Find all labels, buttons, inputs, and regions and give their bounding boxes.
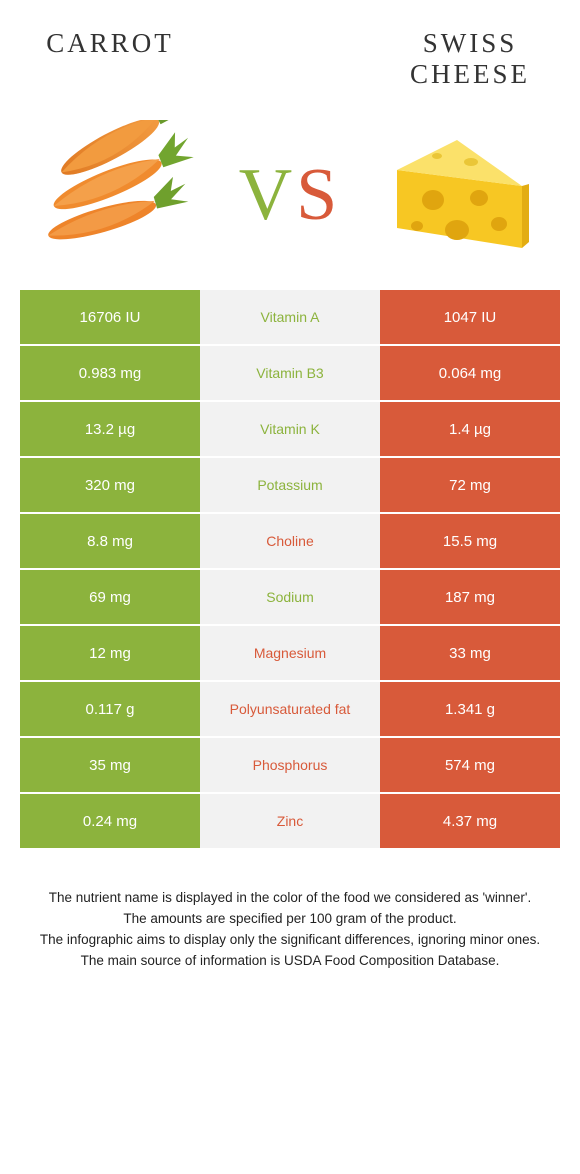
table-row: 16706 IUVitamin A1047 IU — [20, 290, 560, 346]
footnote-line: The nutrient name is displayed in the co… — [30, 888, 550, 909]
nutrient-name: Zinc — [200, 794, 380, 848]
food1-value: 0.117 g — [20, 682, 200, 736]
table-row: 0.24 mgZinc4.37 mg — [20, 794, 560, 850]
table-row: 0.983 mgVitamin B30.064 mg — [20, 346, 560, 402]
nutrient-name: Phosphorus — [200, 738, 380, 792]
nutrient-name: Polyunsaturated fat — [200, 682, 380, 736]
food2-value: 72 mg — [380, 458, 560, 512]
food1-value: 16706 IU — [20, 290, 200, 344]
food2-value: 33 mg — [380, 626, 560, 680]
images-row: VS — [0, 90, 580, 290]
food2-value: 1.4 µg — [380, 402, 560, 456]
table-row: 13.2 µgVitamin K1.4 µg — [20, 402, 560, 458]
carrot-icon — [35, 120, 205, 270]
food1-image — [10, 120, 230, 270]
nutrient-name: Choline — [200, 514, 380, 568]
food1-value: 320 mg — [20, 458, 200, 512]
footnote-line: The amounts are specified per 100 gram o… — [30, 909, 550, 930]
footnotes: The nutrient name is displayed in the co… — [30, 888, 550, 972]
table-row: 35 mgPhosphorus574 mg — [20, 738, 560, 794]
food2-title: Swiss Cheese — [360, 28, 580, 90]
food1-value: 8.8 mg — [20, 514, 200, 568]
vs-s: S — [296, 154, 341, 236]
food1-value: 13.2 µg — [20, 402, 200, 456]
food2-value: 574 mg — [380, 738, 560, 792]
food1-value: 0.983 mg — [20, 346, 200, 400]
food2-value: 4.37 mg — [380, 794, 560, 848]
nutrient-name: Sodium — [200, 570, 380, 624]
food1-value: 12 mg — [20, 626, 200, 680]
food1-value: 69 mg — [20, 570, 200, 624]
vs-label: VS — [230, 153, 350, 238]
table-row: 69 mgSodium187 mg — [20, 570, 560, 626]
food1-title: Carrot — [0, 28, 220, 90]
nutrient-name: Potassium — [200, 458, 380, 512]
food2-value: 1.341 g — [380, 682, 560, 736]
food2-value: 1047 IU — [380, 290, 560, 344]
food1-value: 35 mg — [20, 738, 200, 792]
food2-value: 15.5 mg — [380, 514, 560, 568]
infographic-container: Carrot Swiss Cheese — [0, 0, 580, 972]
table-row: 8.8 mgCholine15.5 mg — [20, 514, 560, 570]
cheese-icon — [375, 120, 545, 270]
food2-image — [350, 120, 570, 270]
table-row: 320 mgPotassium72 mg — [20, 458, 560, 514]
food2-value: 187 mg — [380, 570, 560, 624]
food2-value: 0.064 mg — [380, 346, 560, 400]
footnote-line: The main source of information is USDA F… — [30, 951, 550, 972]
food1-value: 0.24 mg — [20, 794, 200, 848]
footnote-line: The infographic aims to display only the… — [30, 930, 550, 951]
table-row: 12 mgMagnesium33 mg — [20, 626, 560, 682]
vs-v: V — [239, 154, 296, 236]
nutrient-table: 16706 IUVitamin A1047 IU0.983 mgVitamin … — [20, 290, 560, 850]
table-row: 0.117 gPolyunsaturated fat1.341 g — [20, 682, 560, 738]
nutrient-name: Vitamin A — [200, 290, 380, 344]
nutrient-name: Vitamin K — [200, 402, 380, 456]
nutrient-name: Magnesium — [200, 626, 380, 680]
nutrient-name: Vitamin B3 — [200, 346, 380, 400]
header-row: Carrot Swiss Cheese — [0, 0, 580, 90]
